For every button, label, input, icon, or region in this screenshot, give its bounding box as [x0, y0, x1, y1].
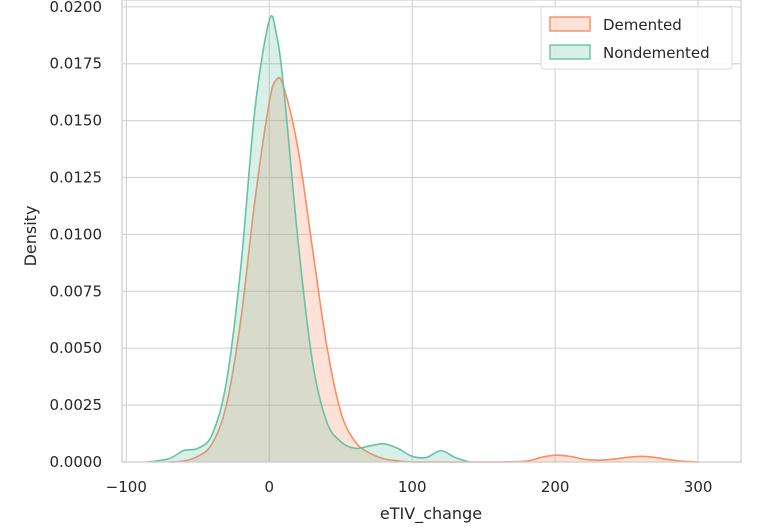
y-tick-label: 0.0000 [50, 453, 103, 471]
y-tick-label: 0.0025 [50, 396, 103, 414]
legend: Demented Nondemented [540, 6, 733, 70]
x-axis-label: eTIV_change [380, 504, 482, 524]
series-line-nondemented [147, 14, 470, 463]
series-area-nondemented [147, 15, 470, 462]
x-tick-label: 300 [684, 478, 713, 496]
y-tick-label: 0.0100 [50, 225, 103, 243]
legend-label-nondemented: Nondemented [603, 44, 710, 62]
series-line-demented [169, 76, 699, 463]
y-tick-label: 0.0125 [50, 169, 103, 187]
y-tick-labels: 0.0000 0.0025 0.0050 0.0075 0.0100 0.0125 0.01… [50, 0, 103, 471]
y-tick-label: 0.0150 [50, 112, 103, 130]
axes-frame [121, 0, 742, 463]
legend-swatch-demented [549, 16, 591, 32]
legend-box [540, 6, 733, 70]
x-tick-label: 0 [264, 478, 274, 496]
y-tick-label: 0.0200 [50, 0, 103, 16]
plot-frame [121, 0, 742, 463]
legend-swatch-nondemented [549, 44, 591, 60]
x-tick-label: −100 [106, 478, 147, 496]
y-axis-label: Density [21, 206, 40, 267]
legend-label-demented: Demented [603, 16, 682, 34]
x-tick-label: 200 [541, 478, 570, 496]
series-areas [147, 14, 699, 463]
y-tick-label: 0.0175 [50, 55, 103, 73]
y-tick-label: 0.0075 [50, 282, 103, 300]
x-tick-label: 100 [398, 478, 427, 496]
y-tick-label: 0.0050 [50, 339, 103, 357]
x-tick-labels: −100 0 100 200 300 [106, 478, 713, 496]
